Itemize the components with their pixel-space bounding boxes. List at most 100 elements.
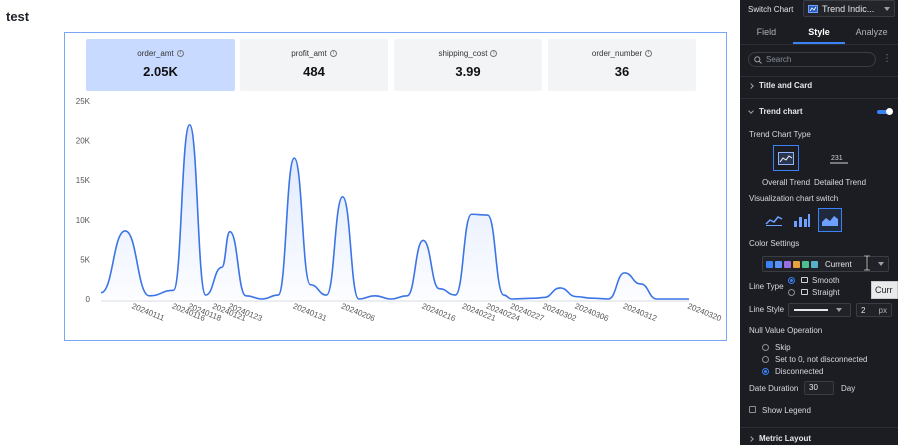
line-chart-icon	[765, 216, 783, 226]
detailed-trend-caption: Detailed Trend	[814, 178, 867, 187]
color-settings-label: Color Settings	[749, 239, 800, 248]
radio-set-zero[interactable]	[762, 356, 769, 363]
metric-card-order-number[interactable]: order_number i 36	[548, 39, 696, 91]
viz-bar-option[interactable]	[790, 208, 814, 232]
line-type-label: Line Type	[749, 282, 784, 291]
smooth-label: Smooth	[812, 276, 840, 285]
viz-line-option[interactable]	[762, 208, 786, 232]
switch-chart-select[interactable]: Trend Indic...	[803, 0, 895, 17]
line-width-input-box[interactable]: px	[856, 303, 892, 317]
trend-chart-toggle[interactable]	[877, 108, 893, 115]
section-label: Trend chart	[759, 107, 803, 116]
metric-card-profit-amt[interactable]: profit_amt i 484	[240, 39, 388, 91]
search-input[interactable]	[766, 55, 866, 64]
y-tick-label: 5K	[80, 255, 90, 264]
tabs-divider	[740, 44, 898, 45]
x-tick-label: 20240206	[340, 302, 377, 324]
bar-chart-icon	[794, 214, 810, 227]
section-label: Title and Card	[759, 81, 813, 90]
y-tick-label: 25K	[76, 97, 91, 106]
switch-chart-label: Switch Chart	[748, 5, 794, 14]
info-icon[interactable]: i	[645, 50, 653, 57]
info-icon[interactable]: i	[329, 50, 337, 57]
svg-text:231: 231	[831, 155, 843, 162]
palette-swatch	[784, 260, 791, 268]
radio-smooth[interactable]	[788, 277, 795, 284]
y-tick-label: 15K	[76, 176, 91, 185]
trend-chart-icon	[808, 4, 818, 13]
metric-value: 3.99	[455, 64, 481, 79]
chevron-down-icon	[878, 262, 884, 266]
detailed-trend-option[interactable]: 231	[826, 145, 852, 171]
y-tick-label: 0	[86, 295, 91, 304]
info-icon[interactable]: i	[490, 50, 498, 57]
tab-analyze[interactable]: Analyze	[855, 27, 888, 37]
overall-trend-option[interactable]	[773, 145, 799, 171]
x-tick-label: 20240131	[292, 302, 329, 324]
detailed-trend-icon: 231	[830, 155, 848, 164]
line-style-select[interactable]	[788, 303, 851, 317]
section-metric-layout[interactable]: Metric Layout	[748, 434, 811, 443]
line-width-input[interactable]	[861, 305, 875, 315]
date-duration-input[interactable]: 30	[804, 381, 834, 395]
show-legend-checkbox[interactable]	[749, 406, 756, 413]
tab-style[interactable]: Style	[792, 24, 846, 44]
radio-straight[interactable]	[788, 289, 795, 296]
overall-trend-caption: Overall Trend	[762, 178, 811, 187]
divider	[740, 76, 898, 77]
visualization-switch-label: Visualization chart switch	[749, 194, 839, 203]
chevron-right-icon	[748, 435, 754, 442]
palette-swatch	[802, 260, 809, 268]
divider	[740, 98, 898, 99]
radio-disconnected[interactable]	[762, 368, 769, 375]
switch-chart-value: Trend Indic...	[822, 3, 875, 14]
smooth-line-icon	[801, 277, 808, 283]
series-area	[101, 124, 689, 299]
trend-chart-card[interactable]: order_amt i 2.05K profit_amt i 484 shippin…	[64, 32, 727, 341]
metric-name: shipping_cost	[438, 49, 488, 58]
y-tick-label: 10K	[76, 216, 91, 225]
text-cursor-icon	[864, 255, 870, 271]
line-style-label: Line Style	[749, 305, 785, 314]
section-title-and-card[interactable]: Title and Card	[748, 81, 813, 90]
metric-name: order_number	[591, 49, 643, 58]
metric-name: profit_amt	[291, 49, 327, 58]
solid-line-preview	[794, 309, 828, 311]
line-width-unit: px	[878, 305, 887, 315]
metric-value: 36	[614, 64, 630, 79]
radio-skip[interactable]	[762, 344, 769, 351]
tooltip: Curr	[871, 281, 898, 299]
date-duration-label: Date Duration	[749, 384, 799, 393]
search-icon	[754, 55, 762, 64]
palette-swatch	[766, 260, 773, 268]
disconnected-label: Disconnected	[775, 367, 824, 376]
search-box[interactable]	[748, 52, 876, 67]
skip-label: Skip	[775, 343, 791, 352]
section-trend-chart[interactable]: Trend chart	[748, 107, 803, 116]
color-palette-select[interactable]: Current	[762, 256, 889, 272]
chevron-right-icon	[748, 82, 754, 89]
straight-line-icon	[801, 289, 808, 295]
y-tick-label: 20K	[76, 137, 91, 146]
x-tick-label: 20240216	[420, 302, 457, 324]
chevron-down-icon	[884, 6, 890, 11]
info-icon[interactable]: i	[176, 50, 184, 57]
metric-card-shipping-cost[interactable]: shipping_cost i 3.99	[394, 39, 542, 91]
metric-value: 484	[303, 64, 325, 79]
x-tick-label: 20240306	[573, 302, 610, 324]
trend-chart-type-label: Trend Chart Type	[749, 130, 811, 139]
set-zero-label: Set to 0, not disconnected	[775, 355, 868, 364]
tab-field[interactable]: Field	[756, 27, 777, 37]
metric-card-order-amt[interactable]: order_amt i 2.05K	[86, 39, 235, 91]
overall-trend-icon	[778, 151, 794, 165]
more-options-icon[interactable]: ⋯	[881, 53, 892, 62]
viz-area-option[interactable]	[818, 208, 842, 232]
metric-name: order_amt	[137, 49, 174, 58]
date-duration-unit: Day	[841, 384, 856, 393]
color-value: Current	[825, 259, 852, 269]
page-title: test	[6, 9, 30, 24]
x-tick-label: 20240111	[130, 302, 166, 323]
null-value-label: Null Value Operation	[749, 326, 823, 335]
show-legend-label: Show Legend	[762, 406, 811, 415]
